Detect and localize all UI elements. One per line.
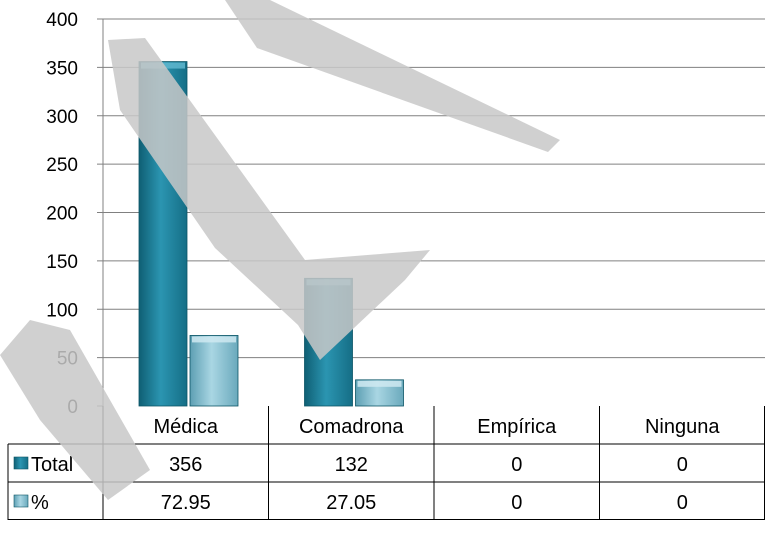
data-label: 72.95 [161, 492, 211, 514]
y-tick-label: 100 [46, 300, 78, 321]
data-label: 0 [511, 492, 522, 514]
y-tick-label: 250 [46, 155, 78, 176]
category-label: Médica [154, 416, 219, 438]
bar-top-highlight [192, 336, 236, 343]
series-label: % [31, 492, 49, 514]
watermark [0, 0, 560, 500]
y-tick-label: 200 [46, 204, 78, 225]
legend-key-1 [13, 494, 29, 508]
y-tick-label: 300 [46, 107, 78, 128]
category-label: Empírica [477, 416, 557, 438]
category-label: Ninguna [645, 416, 720, 438]
y-tick-label: 350 [46, 58, 78, 79]
data-label: 356 [169, 454, 202, 476]
watermark-stroke [225, 0, 560, 152]
y-tick-label: 400 [46, 10, 78, 31]
bar-pct-0 [189, 335, 239, 407]
data-label: 132 [335, 454, 368, 476]
data-label: 0 [677, 492, 688, 514]
y-tick-label: 150 [46, 252, 78, 273]
data-label: 0 [677, 454, 688, 476]
watermark-stroke [0, 320, 150, 500]
series-label: Total [31, 454, 73, 476]
category-label: Comadrona [299, 416, 404, 438]
data-label: 0 [511, 454, 522, 476]
data-label: 27.05 [326, 492, 376, 514]
data-table: Médica Comadrona Empírica Ninguna Total 356 13… [7, 406, 765, 520]
legend-key-0 [13, 456, 29, 470]
bar-top-highlight [357, 380, 402, 387]
watermark-stroke [108, 38, 430, 360]
